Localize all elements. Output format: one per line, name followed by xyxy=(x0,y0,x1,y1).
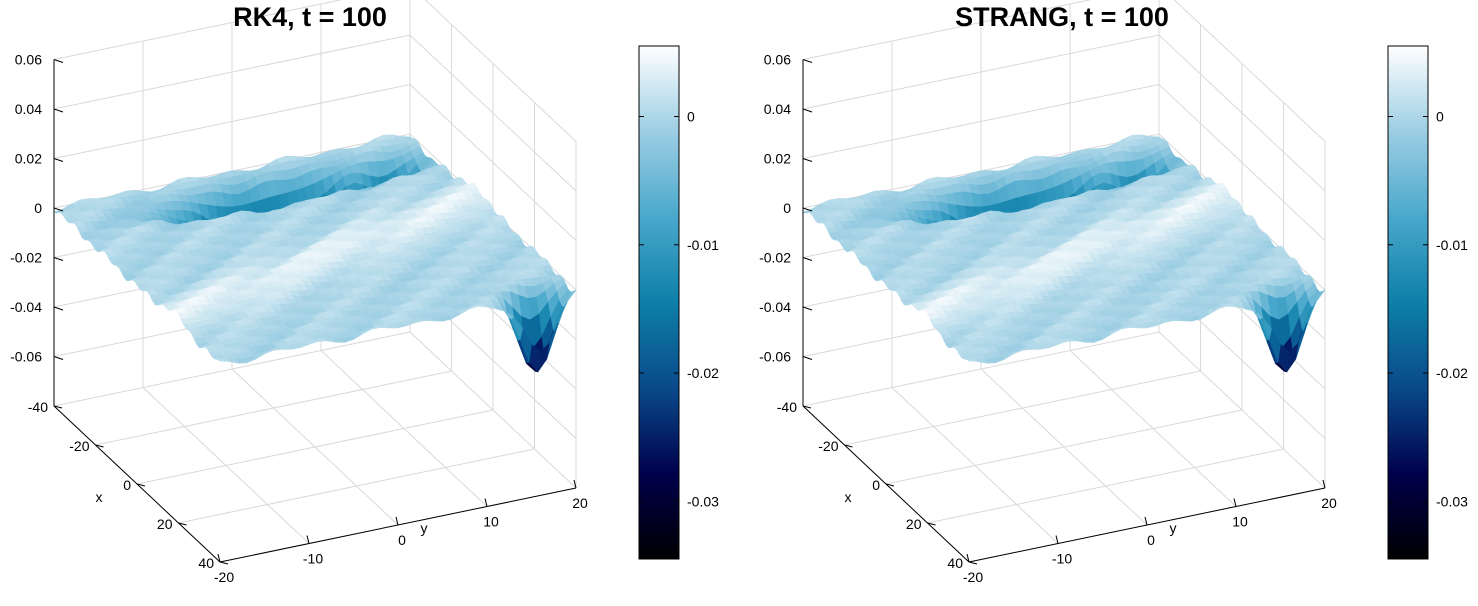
z-tick-label: -0.04 xyxy=(10,299,42,315)
floor-grid-y-2 xyxy=(980,368,1148,526)
z-tick-label: -0.06 xyxy=(10,349,42,365)
surface xyxy=(53,134,577,373)
x-tick-label: -40 xyxy=(28,399,48,415)
y-tick-label: 0 xyxy=(398,532,406,548)
y-tick-label: -10 xyxy=(303,551,323,567)
y-tick-label: 20 xyxy=(572,495,588,511)
y-tick-label: -20 xyxy=(214,569,234,585)
wall-grid-z-1 xyxy=(53,34,577,192)
z-tick-mark xyxy=(53,257,64,261)
z-tick-label: 0.04 xyxy=(15,101,42,117)
z-tick-mark xyxy=(53,306,64,311)
x-tick-mark xyxy=(219,561,229,565)
colorbar-tick-label: 0 xyxy=(687,109,695,125)
y-axis-label: y xyxy=(421,520,428,536)
y-tick-label: 10 xyxy=(483,514,499,530)
z-tick-mark xyxy=(53,59,64,63)
chart-title: RK4, t = 100 xyxy=(233,2,387,32)
colorbar-tick-label: -0.01 xyxy=(687,237,719,253)
z-tick-label: 0.02 xyxy=(15,151,42,167)
x-tick-label: 20 xyxy=(157,516,173,532)
wall-grid-z-0 xyxy=(53,0,577,142)
z-tick-label: 0.06 xyxy=(15,52,42,68)
x-axis-label: x xyxy=(96,489,103,505)
floor-grid-y-3 xyxy=(320,350,488,507)
z-tick-label: -0.02 xyxy=(10,250,42,266)
floor-grid-y-2 xyxy=(231,368,399,526)
x-tick-label: 40 xyxy=(198,555,214,571)
x-tick-label: 0 xyxy=(123,477,131,493)
colorbar-gradient xyxy=(638,45,680,560)
colorbar-tick-label: -0.03 xyxy=(687,493,719,509)
colorbar-tick-label: -0.02 xyxy=(687,365,719,381)
z-tick-mark xyxy=(53,108,64,113)
floor-grid-y-3 xyxy=(1069,350,1237,507)
colorbar-1: 0 -0.01 -0.02 -0.03 xyxy=(638,45,719,560)
chart-panel-2: -40-2002040x-20-1001020y0.060.040.020-0.… xyxy=(759,0,1337,585)
x-tick-label: -20 xyxy=(69,438,89,454)
z-tick-label: 0 xyxy=(34,200,42,216)
chart-panel-1: -40 -20 0 20 40 x -20 -10 0 10 20 y 0.06 0.04 0.02 0 -0.… xyxy=(10,0,588,585)
surface xyxy=(802,134,1326,373)
wall-grid-z-2 xyxy=(53,83,577,241)
z-tick-mark xyxy=(53,158,64,162)
floor-grid-y-1 xyxy=(142,387,310,544)
z-tick-mark xyxy=(53,356,64,360)
